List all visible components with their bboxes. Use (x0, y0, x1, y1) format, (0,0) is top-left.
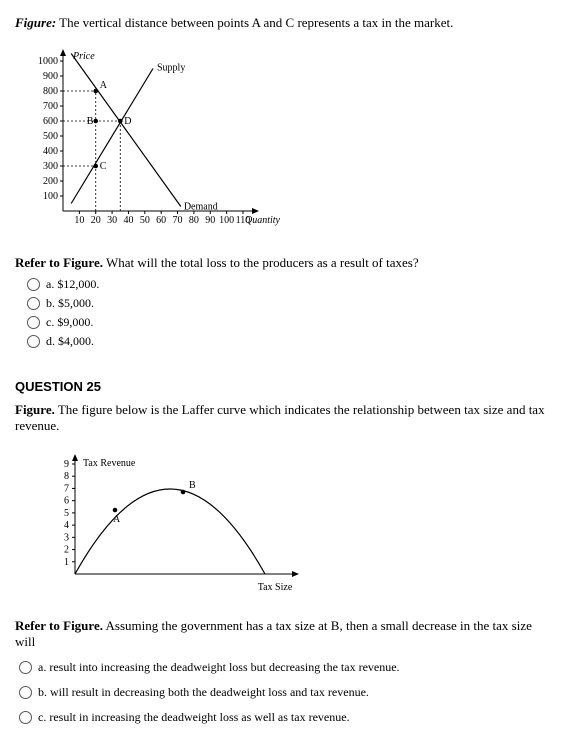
q1-figure-label: Figure: (15, 15, 56, 30)
svg-text:9: 9 (64, 459, 69, 470)
svg-text:700: 700 (43, 101, 58, 112)
svg-text:B: B (189, 480, 196, 491)
svg-text:6: 6 (64, 496, 69, 507)
svg-text:900: 900 (43, 71, 58, 82)
q2-figure-label: Figure. (15, 402, 55, 417)
q2-chart: 987 6543 21 Tax Revenue Tax Size A B (45, 444, 552, 608)
svg-text:90: 90 (205, 215, 215, 226)
svg-text:100: 100 (219, 215, 234, 226)
svg-text:80: 80 (189, 215, 199, 226)
q1-caption-rest: The vertical distance between points A a… (56, 15, 453, 30)
svg-text:Demand: Demand (184, 202, 218, 213)
svg-text:20: 20 (91, 215, 101, 226)
q2-option-1[interactable]: b. will result in decreasing both the de… (19, 685, 552, 700)
svg-text:Tax Size: Tax Size (258, 582, 293, 593)
q1-caption: Figure: The vertical distance between po… (15, 15, 552, 31)
svg-text:5: 5 (64, 508, 69, 519)
q2-option-label: b. will result in decreasing both the de… (38, 685, 369, 700)
q1-option-label: d. $4,000. (46, 334, 94, 349)
svg-text:2: 2 (64, 545, 69, 556)
svg-text:Supply: Supply (157, 63, 185, 74)
svg-text:Tax Revenue: Tax Revenue (83, 458, 136, 469)
svg-text:600: 600 (43, 116, 58, 127)
q1-chart: 1000 900 800 700 600 500 400 300 200 100 10 20 30 40 5… (25, 41, 552, 245)
q1-option-label: c. $9,000. (46, 315, 93, 330)
svg-text:10: 10 (74, 215, 84, 226)
q2-options: a. result into increasing the deadweight… (19, 660, 552, 725)
svg-text:Quantity: Quantity (245, 215, 281, 226)
svg-text:500: 500 (43, 131, 58, 142)
svg-text:D: D (124, 116, 131, 127)
radio-icon[interactable] (27, 316, 40, 329)
svg-text:100: 100 (43, 191, 58, 202)
q1-option-3[interactable]: d. $4,000. (27, 334, 552, 349)
svg-text:7: 7 (64, 483, 69, 494)
q1-option-2[interactable]: c. $9,000. (27, 315, 552, 330)
svg-text:70: 70 (173, 215, 183, 226)
q1-refer: Refer to Figure. (15, 255, 103, 270)
q1-option-0[interactable]: a. $12,000. (27, 277, 552, 292)
q1-options: a. $12,000. b. $5,000. c. $9,000. d. $4,000… (27, 277, 552, 349)
radio-icon[interactable] (19, 686, 32, 699)
radio-icon[interactable] (27, 335, 40, 348)
q1-question: Refer to Figure. What will the total los… (15, 255, 552, 271)
svg-text:B: B (87, 116, 94, 127)
svg-text:A: A (113, 514, 121, 525)
svg-text:C: C (100, 161, 107, 172)
radio-icon[interactable] (19, 661, 32, 674)
svg-text:400: 400 (43, 146, 58, 157)
svg-text:4: 4 (64, 520, 69, 531)
q2-refer: Refer to Figure. (15, 618, 103, 633)
svg-text:3: 3 (64, 532, 69, 543)
q2-option-label: c. result in increasing the deadweight l… (38, 710, 350, 725)
q2-question: Refer to Figure. Assuming the government… (15, 618, 552, 650)
radio-icon[interactable] (27, 278, 40, 291)
q1-option-label: b. $5,000. (46, 296, 94, 311)
q2-caption-rest: The figure below is the Laffer curve whi… (15, 402, 545, 433)
svg-text:A: A (100, 80, 108, 91)
q2-option-2[interactable]: c. result in increasing the deadweight l… (19, 710, 552, 725)
q2-option-label: a. result into increasing the deadweight… (38, 660, 400, 675)
svg-text:30: 30 (107, 215, 117, 226)
radio-icon[interactable] (27, 297, 40, 310)
svg-text:60: 60 (156, 215, 166, 226)
q1-option-label: a. $12,000. (46, 277, 99, 292)
svg-text:200: 200 (43, 176, 58, 187)
q1-qtext: What will the total loss to the producer… (106, 255, 419, 270)
svg-text:50: 50 (140, 215, 150, 226)
svg-text:1: 1 (64, 557, 69, 568)
svg-text:1000: 1000 (38, 56, 58, 67)
q2-option-0[interactable]: a. result into increasing the deadweight… (19, 660, 552, 675)
svg-text:8: 8 (64, 471, 69, 482)
svg-text:300: 300 (43, 161, 58, 172)
radio-icon[interactable] (19, 711, 32, 724)
q1-option-1[interactable]: b. $5,000. (27, 296, 552, 311)
svg-text:40: 40 (123, 215, 133, 226)
q2-caption: Figure. The figure below is the Laffer c… (15, 402, 552, 434)
q2-header: QUESTION 25 (15, 379, 552, 394)
svg-text:800: 800 (43, 86, 58, 97)
